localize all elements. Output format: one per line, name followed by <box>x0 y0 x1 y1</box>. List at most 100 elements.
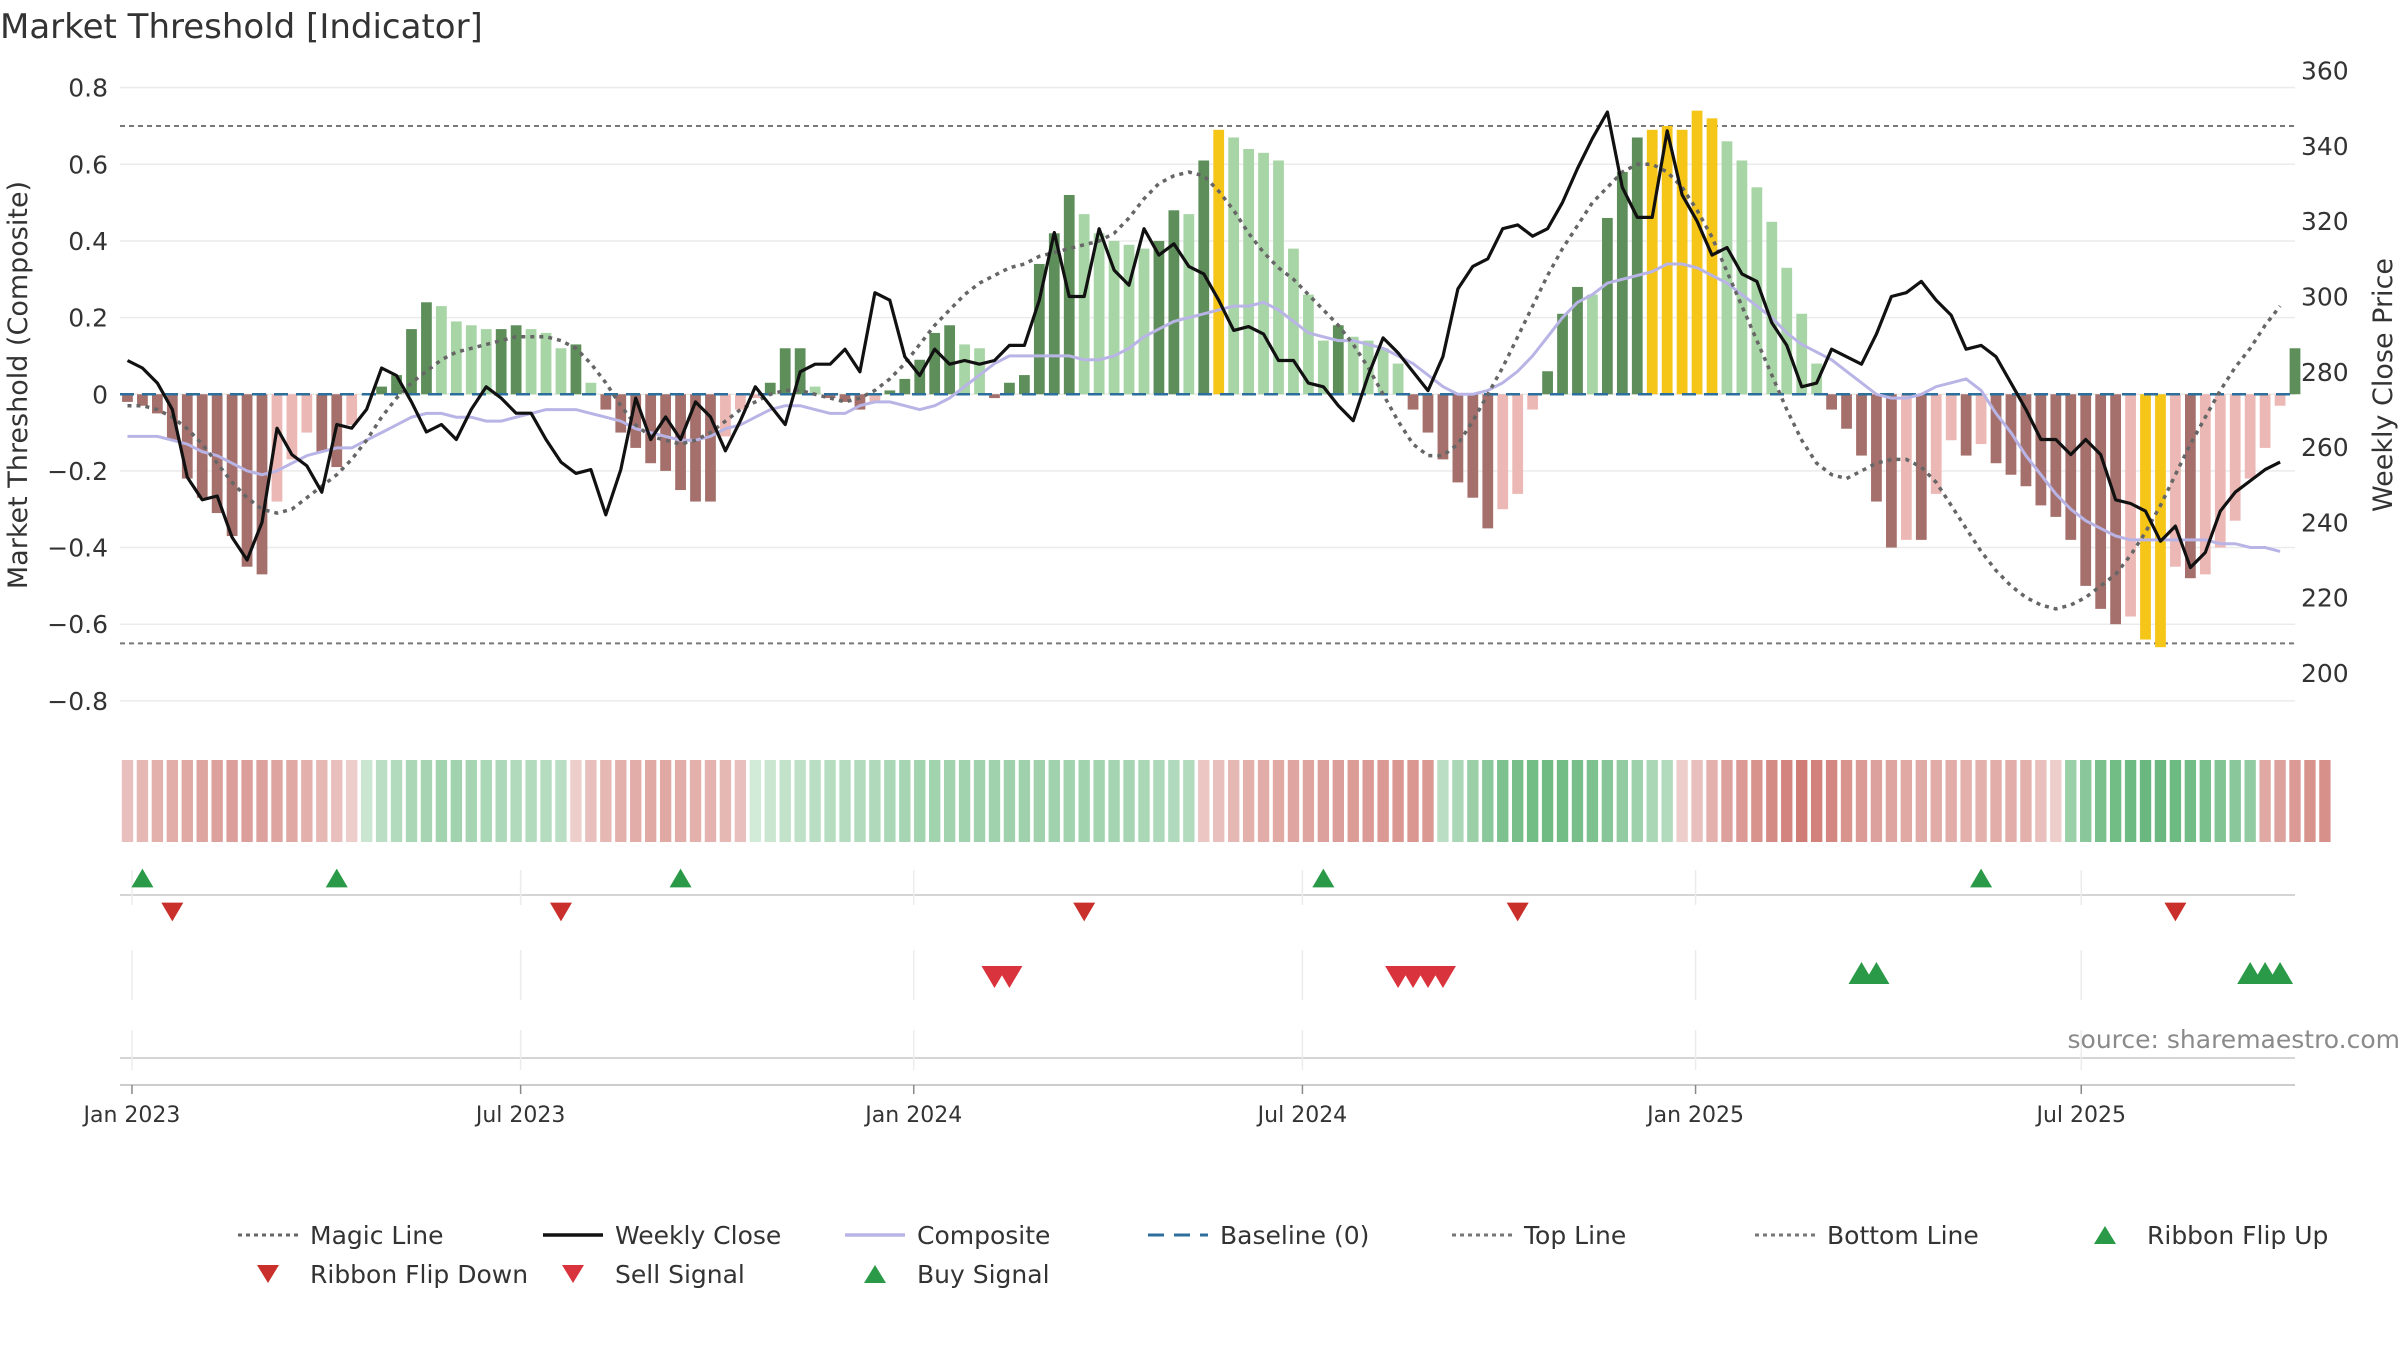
ribbon-cell <box>630 760 642 842</box>
axes: 0.8 0.6 0.4 0.2 0 −0.2 −0.4 −0.6 −0.8 360 340 320 30… <box>47 57 2348 716</box>
composite-bar <box>1078 214 1090 395</box>
ribbon-cell <box>1855 760 1868 842</box>
ribbon-flip-down-marker <box>2164 902 2187 922</box>
composite-bar <box>495 329 507 395</box>
composite-bar <box>1542 371 1553 395</box>
composite-bar <box>391 375 402 395</box>
composite-bar <box>1183 214 1195 395</box>
composite-bar <box>1975 394 1987 445</box>
composite-bar <box>1930 394 1942 494</box>
ribbon-cell <box>1497 760 1509 842</box>
ribbon-cell <box>226 760 238 842</box>
sell-signal-marker <box>1429 965 1456 989</box>
ribbon-cell <box>555 760 567 842</box>
composite-bar <box>1407 394 1419 410</box>
ribbon-cell <box>914 760 926 842</box>
ribbon-cell <box>1153 760 1165 842</box>
composite-bar <box>1033 263 1045 395</box>
ribbon-cell <box>1541 760 1554 842</box>
composite-bar <box>2080 394 2092 586</box>
composite-bar <box>1317 340 1329 395</box>
composite-bar <box>1228 137 1240 395</box>
composite-bar <box>1736 160 1748 395</box>
y2-tick-label: 260 <box>2301 433 2349 462</box>
ribbon-cell <box>241 760 253 842</box>
composite-bar <box>181 394 193 479</box>
composite-bar <box>720 394 731 437</box>
ribbon-cell <box>1033 760 1046 842</box>
composite-bar <box>1990 394 2002 464</box>
composite-bar <box>1631 137 1643 395</box>
ribbon-cell <box>2109 760 2122 842</box>
composite-bar <box>1437 394 1449 460</box>
ribbon-cell <box>1377 760 1389 842</box>
ribbon-cell <box>749 760 761 842</box>
composite-bar <box>869 394 881 402</box>
composite-bar <box>1452 394 1464 483</box>
ribbon-cell <box>2094 760 2107 842</box>
legend-label: Buy Signal <box>917 1260 1050 1289</box>
legend-label: Top Line <box>1523 1221 1626 1250</box>
legend-swatch <box>2094 1226 2116 1244</box>
ribbon-cell <box>1407 760 1419 842</box>
ribbon-cell <box>1467 760 1479 842</box>
composite-bar <box>1123 244 1135 395</box>
composite-bar <box>779 348 791 395</box>
ribbon-cell <box>1078 760 1090 842</box>
composite-bar <box>540 332 552 395</box>
composite-bar <box>2140 394 2151 640</box>
ribbon-flip-down-marker <box>161 902 184 922</box>
legend-swatch <box>257 1265 279 1283</box>
ribbon-cell <box>121 760 134 842</box>
composite-bar <box>1796 313 1808 395</box>
composite-bar <box>1362 340 1374 395</box>
composite-bar <box>929 332 941 395</box>
ribbon-cell <box>884 760 896 842</box>
ribbon-cell <box>2214 760 2226 842</box>
composite-bar <box>854 394 866 410</box>
composite-bar <box>2155 394 2166 648</box>
ribbon-cell <box>1063 760 1075 842</box>
ribbon-cell <box>2244 760 2256 842</box>
composite-bar <box>1886 394 1897 548</box>
composite-bar <box>585 382 597 395</box>
ribbon-cell <box>1930 760 1942 842</box>
ribbon-cell <box>1601 760 1614 842</box>
ribbon-cell <box>1661 760 1673 842</box>
ribbon-cell <box>1616 760 1628 842</box>
composite-bar <box>1093 233 1105 395</box>
ribbon-cell <box>1676 760 1688 842</box>
composite-bar <box>1108 240 1120 395</box>
ribbon-cell <box>301 760 313 842</box>
ribbon-cell <box>1392 760 1404 842</box>
ribbon-cell <box>1362 760 1374 842</box>
ribbon-cell <box>1018 760 1031 842</box>
composite-bar <box>555 348 567 395</box>
ribbon-cell <box>2020 760 2032 842</box>
composite-bar <box>2125 394 2136 617</box>
composite-bar <box>1856 394 1867 456</box>
composite-bar <box>1482 394 1494 529</box>
ribbon-cell <box>1810 760 1823 842</box>
composite-bar <box>1871 394 1882 502</box>
ribbon-cell <box>510 760 522 842</box>
composite-bar <box>1422 394 1434 433</box>
ribbon-cell <box>839 760 851 842</box>
ribbon-cell <box>1422 760 1434 842</box>
ribbon-cell <box>674 760 687 842</box>
ribbon-flip-down-marker <box>1506 902 1529 922</box>
composite-bar <box>1048 233 1060 395</box>
ribbon-cell <box>1168 760 1180 842</box>
ribbon-cell <box>1526 760 1539 842</box>
ribbon-cell <box>286 760 298 842</box>
ribbon-cell <box>2199 760 2211 842</box>
ribbon-cell <box>2124 760 2137 842</box>
ribbon-cell <box>824 760 836 842</box>
ribbon-cell <box>734 760 747 842</box>
composite-bar <box>824 394 836 399</box>
ribbon-cell <box>316 760 328 842</box>
ribbon-flip-down-marker <box>1073 902 1096 922</box>
composite-bar <box>316 394 328 452</box>
x-tick-label: Jan 2025 <box>1645 1103 1744 1128</box>
